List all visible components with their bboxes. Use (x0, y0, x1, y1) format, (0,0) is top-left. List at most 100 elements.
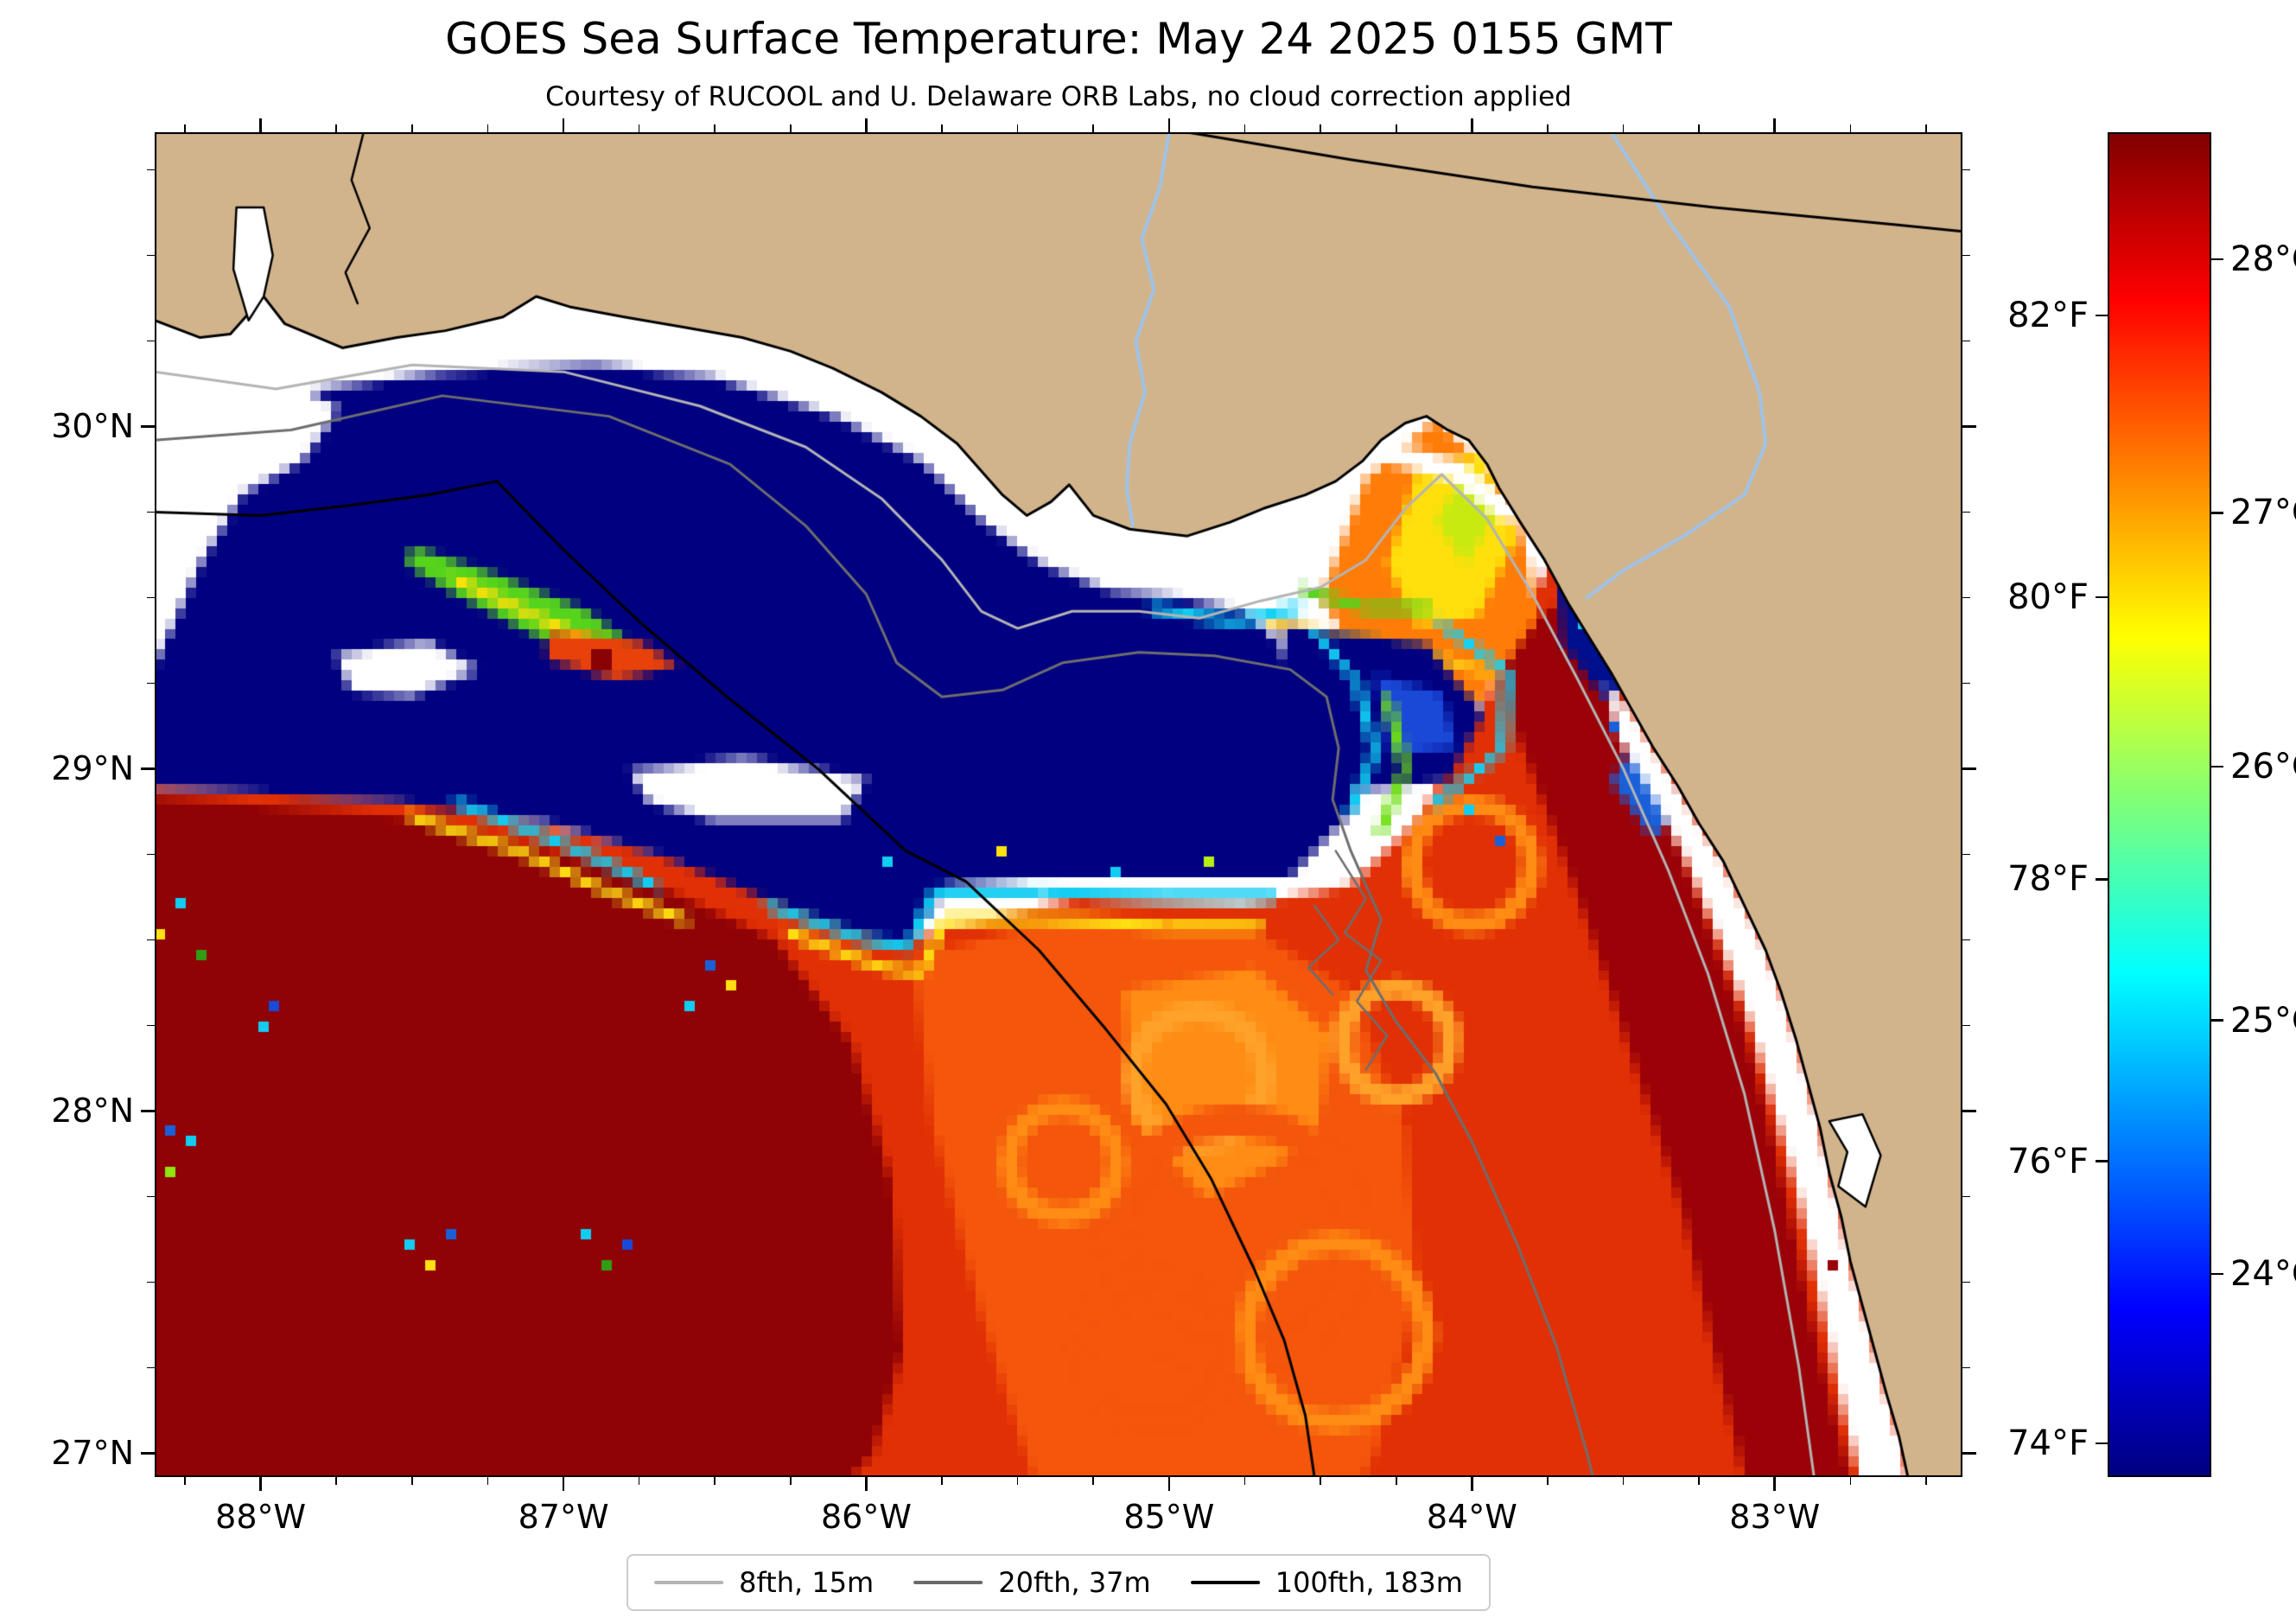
colorbar-c-label: 27°C (2230, 493, 2296, 533)
colorbar-c-tick (2211, 1272, 2223, 1276)
y-minor-tick-right (1962, 682, 1970, 685)
x-minor-tick (790, 1477, 792, 1485)
y-major-tick (141, 767, 155, 770)
y-tick-label: 28°N (51, 1092, 134, 1130)
colorbar-f-label: 78°F (2007, 859, 2089, 900)
y-minor-tick-right (1962, 1281, 1970, 1283)
y-minor-tick-right (1962, 1195, 1970, 1198)
x-minor-tick-top (1698, 124, 1700, 132)
x-minor-tick (335, 1477, 338, 1485)
x-major-tick (562, 1477, 565, 1491)
y-major-tick (141, 1110, 155, 1112)
colorbar (2108, 132, 2211, 1477)
colorbar-f-tick (2096, 314, 2108, 317)
x-tick-label: 88°W (215, 1498, 307, 1536)
x-minor-tick-top (1622, 124, 1625, 132)
x-minor-tick-top (1092, 124, 1095, 132)
y-major-tick (141, 425, 155, 428)
x-minor-tick (411, 1477, 413, 1485)
x-minor-tick-top (638, 124, 640, 132)
x-major-tick (865, 1477, 868, 1491)
y-minor-tick (147, 939, 155, 941)
y-minor-tick-right (1962, 254, 1970, 257)
colorbar-c-label: 24°C (2230, 1254, 2296, 1295)
x-minor-tick-top (411, 124, 413, 132)
x-major-tick (1167, 1477, 1171, 1491)
y-minor-tick-right (1962, 340, 1970, 342)
colorbar-c-label: 26°C (2230, 746, 2296, 787)
x-major-tick-top (1471, 118, 1473, 132)
colorbar-f-tick (2096, 878, 2108, 881)
x-tick-label: 84°W (1426, 1498, 1517, 1536)
x-minor-tick-top (1547, 124, 1549, 132)
x-tick-label: 87°W (518, 1498, 609, 1536)
x-minor-tick-top (714, 124, 716, 132)
y-minor-tick (147, 682, 155, 685)
y-tick-label: 27°N (51, 1434, 134, 1473)
x-minor-tick (1243, 1477, 1246, 1485)
x-tick-label: 86°W (821, 1498, 912, 1536)
x-minor-tick (638, 1477, 640, 1485)
y-minor-tick-right (1962, 1024, 1970, 1027)
x-minor-tick-top (1395, 124, 1397, 132)
x-minor-tick-top (1320, 124, 1321, 132)
y-minor-tick-right (1962, 853, 1970, 856)
x-tick-label: 85°W (1123, 1498, 1215, 1536)
colorbar-f-tick (2096, 1160, 2108, 1162)
y-tick-label: 30°N (51, 407, 134, 446)
x-minor-tick (1622, 1477, 1625, 1485)
contour-legend: 8fth, 15m 20fth, 37m 100fth, 183m (626, 1554, 1491, 1611)
colorbar-c-label: 28°C (2230, 239, 2296, 279)
map-plot-area (155, 132, 1962, 1477)
x-tick-label: 83°W (1729, 1498, 1821, 1536)
y-minor-tick (147, 1024, 155, 1027)
sst-map-canvas (155, 132, 1962, 1477)
legend-item: 100fth, 183m (1190, 1566, 1463, 1599)
legend-label: 8fth, 15m (739, 1566, 875, 1599)
x-minor-tick (1320, 1477, 1321, 1485)
colorbar-f-label: 74°F (2007, 1423, 2089, 1463)
colorbar-c-label: 25°C (2230, 1000, 2296, 1041)
y-minor-tick (147, 511, 155, 513)
x-minor-tick (1016, 1477, 1019, 1485)
x-minor-tick (941, 1477, 943, 1485)
chart-subtitle: Courtesy of RUCOOL and U. Delaware ORB L… (545, 81, 1572, 112)
x-minor-tick (1698, 1477, 1700, 1485)
y-minor-tick (147, 1366, 155, 1369)
x-major-tick-top (259, 118, 262, 132)
x-minor-tick-top (790, 124, 792, 132)
legend-line-sample (913, 1581, 983, 1584)
y-minor-tick-right (1962, 1366, 1970, 1369)
colorbar-c-tick (2211, 512, 2223, 514)
y-major-tick-right (1962, 425, 1976, 428)
colorbar-c-tick (2211, 765, 2223, 768)
y-minor-tick (147, 853, 155, 856)
legend-label: 100fth, 183m (1275, 1566, 1463, 1599)
legend-line-sample (1190, 1581, 1260, 1584)
x-minor-tick-top (941, 124, 943, 132)
chart-title: GOES Sea Surface Temperature: May 24 202… (445, 14, 1672, 64)
legend-line-sample (654, 1581, 724, 1584)
x-minor-tick-top (1016, 124, 1019, 132)
x-major-tick-top (1167, 118, 1171, 132)
x-minor-tick-top (1849, 124, 1852, 132)
colorbar-gradient (2108, 132, 2211, 1477)
x-minor-tick (487, 1477, 489, 1485)
colorbar-f-label: 76°F (2007, 1141, 2089, 1181)
x-major-tick-top (865, 118, 868, 132)
x-minor-tick (1395, 1477, 1397, 1485)
x-major-tick-top (1773, 118, 1776, 132)
y-minor-tick (147, 340, 155, 342)
x-minor-tick-top (1925, 124, 1927, 132)
y-minor-tick (147, 1195, 155, 1198)
y-major-tick (141, 1452, 155, 1455)
y-minor-tick (147, 254, 155, 257)
x-minor-tick (714, 1477, 716, 1485)
y-minor-tick-right (1962, 596, 1970, 599)
x-minor-tick (1849, 1477, 1852, 1485)
y-major-tick-right (1962, 1110, 1976, 1112)
colorbar-f-tick (2096, 595, 2108, 599)
x-minor-tick (1547, 1477, 1549, 1485)
y-major-tick-right (1962, 767, 1976, 770)
